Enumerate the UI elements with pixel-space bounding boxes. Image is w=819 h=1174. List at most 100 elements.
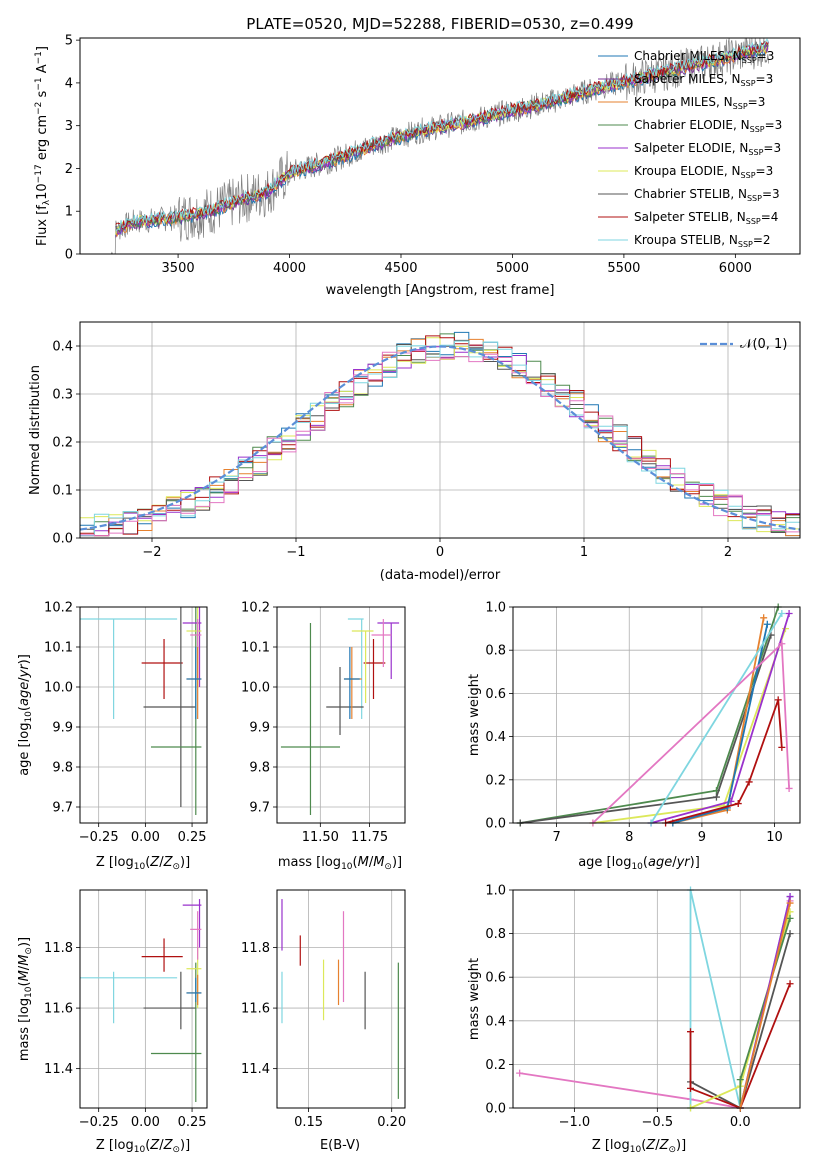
p7-xtick-label: 0.15: [294, 1115, 323, 1130]
p5-ytick-label: 0.6: [485, 687, 506, 702]
p6-xlabel: Z [log10(Z/Z⊙)]: [96, 1138, 190, 1155]
p4-frame: [276, 606, 406, 824]
p3-frame: [79, 606, 208, 824]
mass-weight-vs-metallicity-panel: −1.0 −0.5 0.0 0.0 0.2 0.4 0.6 0.8 1.0: [485, 884, 801, 1130]
p8-ytick-label: 1.0: [485, 884, 506, 899]
p3-ytick-label: 10.1: [44, 641, 73, 656]
p8-marker-salpeter_elodie: [786, 893, 794, 901]
legend-label: Chabrier ELODIE, NSSP=3: [634, 118, 782, 134]
p4-ytick-label: 9.7: [249, 801, 270, 816]
legend-label: Chabrier STELIB, NSSP=3: [634, 187, 780, 203]
spectrum-ytick-label: 2: [65, 162, 73, 177]
p8-ytick-label: 0.2: [485, 1058, 506, 1073]
spectrum-ytick-label: 1: [65, 205, 73, 220]
spectrum-xlabel: wavelength [Angstrom, rest frame]: [326, 283, 555, 298]
model-salpeter_stelib: [115, 40, 769, 230]
p6-points: [80, 899, 202, 1102]
p4-xlabel: mass [log10(M/M⊙)]: [278, 855, 402, 872]
model-kroupa_stelib: [115, 38, 769, 232]
p8-marker-salpeter_stelib: [687, 1084, 695, 1092]
p8-xtick-label: −1.0: [559, 1115, 591, 1130]
p8-ytick-label: 0.4: [485, 1014, 506, 1029]
p8-marker-kroupa_miles: [786, 899, 794, 907]
p3-ytick-label: 9.9: [52, 721, 73, 736]
p5-marker-salpeter_stelib: [734, 800, 742, 808]
spectrum-ylabel: Flux [fλ10−17 erg cm−2 s−1 A−1]: [34, 46, 52, 246]
p5-marker-chabrier_stelib: [712, 793, 720, 801]
p6-xtick-label: 0.00: [131, 1115, 160, 1130]
p5-ytick-label: 0.4: [485, 730, 506, 745]
p7-frame: [276, 889, 406, 1109]
p5-marker-pink: [785, 784, 793, 792]
residual-xtick-label: −2: [142, 545, 161, 560]
mass-vs-metallicity-panel: −0.25 0.00 0.25 11.4 11.6 11.8: [44, 889, 208, 1130]
p5-xtick-label: 9: [698, 830, 706, 845]
p5-marker-salpeter_stelib: [745, 778, 753, 786]
p5-marker-salpeter_elodie: [785, 609, 793, 617]
p5-marker-chabrier_miles: [763, 620, 771, 628]
p3-ylabel: age [log10(age/yr)]: [17, 654, 34, 776]
p5-marker-salpeter_stelib: [778, 743, 786, 751]
legend-label: Kroupa MILES, NSSP=3: [634, 95, 765, 111]
legend-label: Kroupa ELODIE, NSSP=3: [634, 164, 773, 180]
p5-xtick-label: 8: [625, 830, 633, 845]
p5-ytick-label: 0.8: [485, 644, 506, 659]
p8-ylabel: mass weight: [467, 958, 482, 1040]
p8-ytick-label: 0.0: [485, 1102, 506, 1117]
legend-label: Salpeter MILES, NSSP=3: [634, 72, 773, 88]
p4-xtick-label: 11.75: [351, 830, 388, 845]
p5-ytick-label: 0.0: [485, 817, 506, 832]
p4-ytick-label: 10.2: [241, 601, 270, 616]
p3-ytick-label: 10.2: [44, 601, 73, 616]
residual-xlabel: (data-model)/error: [380, 568, 501, 583]
p8-marker-chabrier_stelib: [786, 930, 794, 938]
p8-ytick-label: 0.6: [485, 971, 506, 986]
p3-xlabel: Z [log10(Z/Z⊙)]: [96, 855, 190, 872]
observed-spectrum: [110, 38, 769, 254]
residual-ytick-label: 0.1: [52, 484, 73, 499]
histogram-kroupa_stelib: [79, 340, 801, 538]
p6-ytick-label: 11.4: [44, 1062, 73, 1077]
p8-xtick-label: −0.5: [642, 1115, 674, 1130]
p7-points: [281, 899, 399, 1099]
residual-ytick-label: 0.2: [52, 436, 73, 451]
residual-ytick-label: 0.3: [52, 388, 73, 403]
mass-vs-ebv-panel: 0.15 0.20 11.4 11.6 11.8: [241, 889, 406, 1130]
p7-xlabel: E(B-V): [320, 1138, 360, 1153]
p5-line-kroupa_stelib: [650, 613, 783, 824]
p6-frame: [79, 889, 208, 1109]
legend-label: Salpeter STELIB, NSSP=4: [634, 210, 778, 226]
p8-frame: [512, 889, 801, 1109]
p5-marker-salpeter_stelib: [774, 696, 782, 704]
p8-line-kroupa_miles: [739, 902, 791, 1109]
p5-marker-pink: [778, 640, 786, 648]
residual-ylabel: Normed distribution: [28, 365, 43, 495]
p6-xtick-label: −0.25: [79, 1115, 119, 1130]
p8-marker-pink: [516, 1069, 524, 1077]
p7-ytick-label: 11.4: [241, 1062, 270, 1077]
normal-curve: [79, 345, 801, 531]
p4-xtick-label: 11.50: [302, 830, 339, 845]
p5-xtick-label: 7: [552, 830, 560, 845]
p8-ytick-label: 0.8: [485, 927, 506, 942]
p5-ylabel: mass weight: [467, 674, 482, 756]
p3-xtick-label: 0.00: [131, 830, 160, 845]
p3-ytick-label: 9.8: [52, 761, 73, 776]
residual-legend: 𝒩(0, 1): [700, 337, 787, 352]
spectrum-ytick-label: 5: [65, 34, 73, 49]
p3-xtick-label: −0.25: [79, 830, 119, 845]
p6-ytick-label: 11.8: [44, 941, 73, 956]
histogram-pink: [79, 350, 801, 538]
legend-label: Kroupa STELIB, NSSP=2: [634, 233, 771, 249]
residual-ytick-label: 0.0: [52, 532, 73, 547]
p5-line-chabrier_elodie: [520, 606, 780, 824]
spectrum-xtick-label: 5000: [496, 261, 529, 276]
p4-ytick-label: 10.0: [241, 681, 270, 696]
legend-label: Chabrier MILES, NSSP=3: [634, 49, 774, 65]
residual-ytick-label: 0.4: [52, 340, 73, 355]
spectrum-lines: [110, 38, 769, 254]
spectrum-xtick-label: 4500: [384, 261, 417, 276]
p4-ytick-label: 9.8: [249, 761, 270, 776]
spectrum-ytick-label: 4: [65, 76, 73, 91]
